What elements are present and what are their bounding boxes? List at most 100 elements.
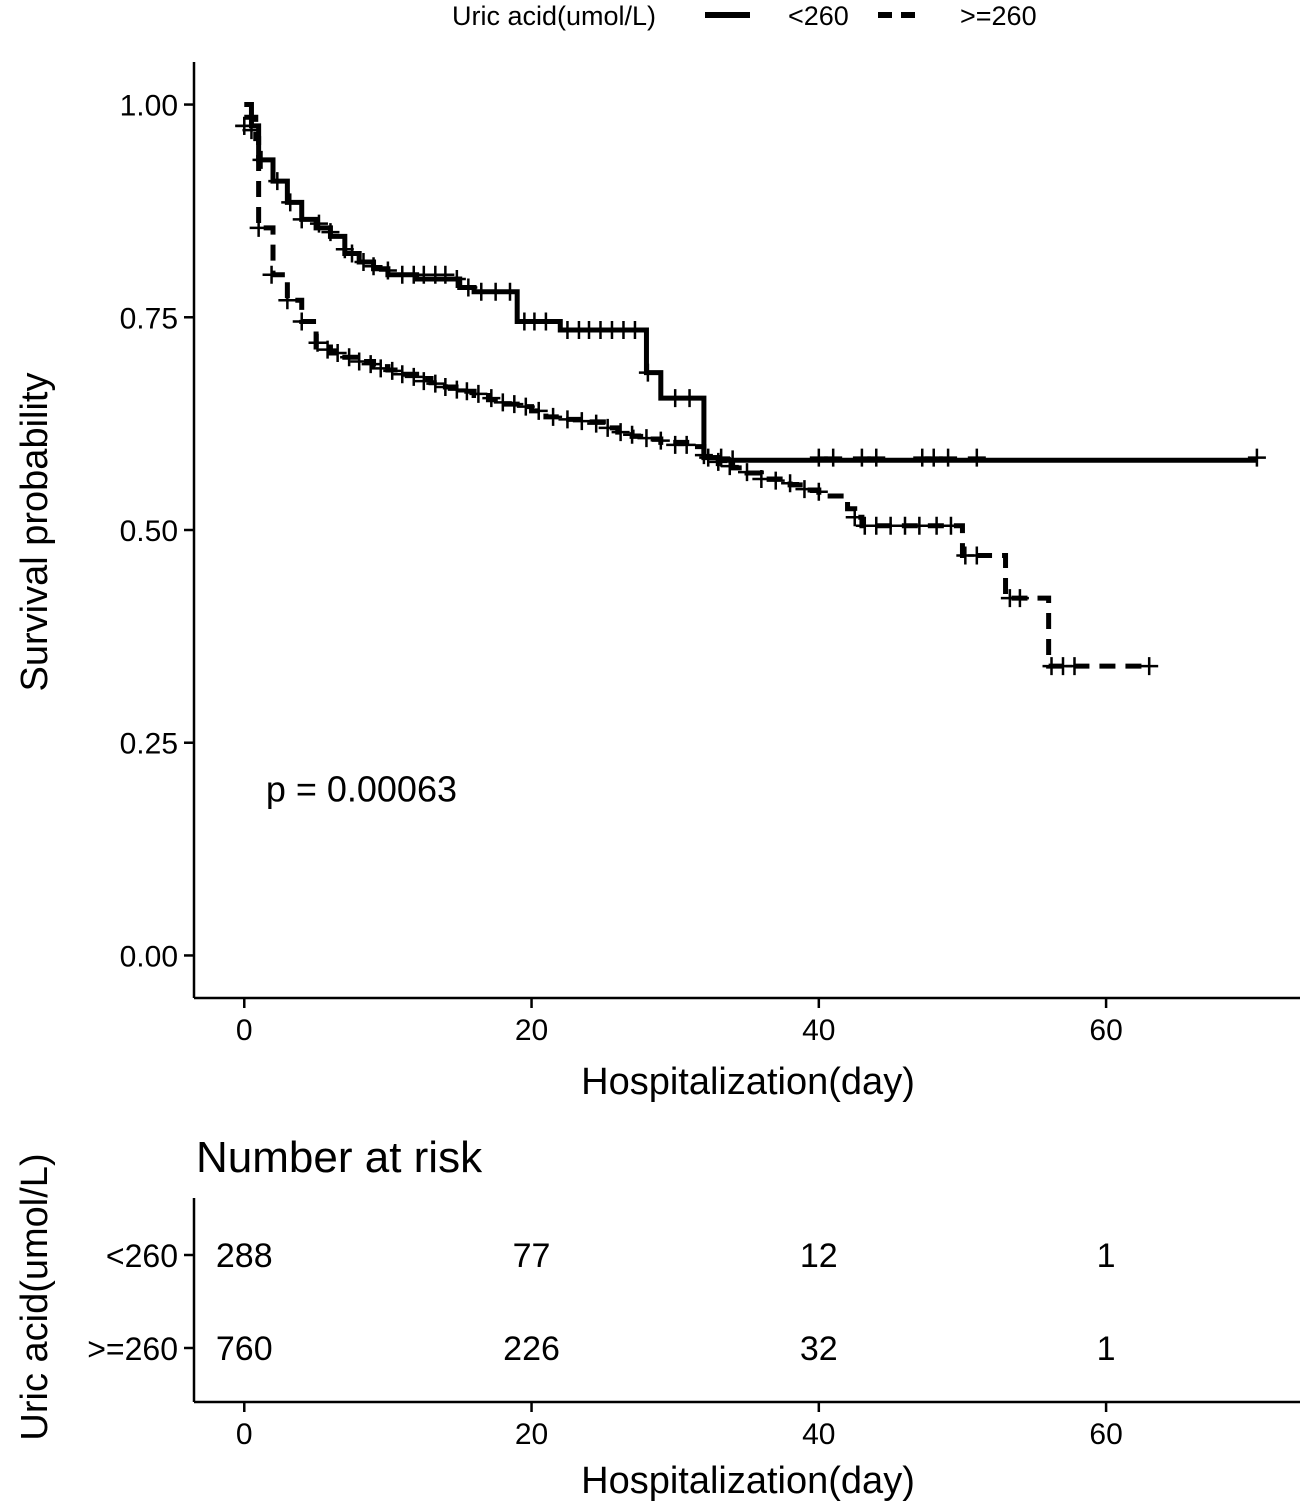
censor-mark-ge260 bbox=[809, 482, 828, 501]
censor-mark-ge260 bbox=[598, 418, 617, 437]
risk-table: Number at risk <260 288 77 12 1 >=260 760 226 32… bbox=[14, 1133, 1300, 1502]
censor-mark-ge260 bbox=[249, 218, 268, 237]
censor-mark-ge260 bbox=[795, 480, 814, 499]
censor-mark-ge260 bbox=[235, 116, 254, 135]
censor-mark-ge260 bbox=[752, 469, 771, 488]
censor-mark-ge260 bbox=[404, 367, 423, 386]
censor-mark-lt260 bbox=[625, 321, 644, 340]
censor-mark-ge260 bbox=[910, 516, 929, 535]
censor-mark-ge260 bbox=[447, 380, 466, 399]
censor-mark-ge260 bbox=[340, 348, 359, 367]
censor-mark-lt260 bbox=[343, 244, 361, 263]
y-tick-label: 0.75 bbox=[120, 302, 178, 335]
censor-mark-lt260 bbox=[354, 252, 373, 271]
censor-mark-lt260 bbox=[536, 312, 555, 331]
censor-mark-ge260 bbox=[350, 352, 369, 371]
censor-mark-lt260 bbox=[268, 172, 287, 191]
censor-mark-lt260 bbox=[638, 363, 657, 382]
risk-count: 288 bbox=[216, 1237, 273, 1275]
risk-count: 77 bbox=[513, 1237, 551, 1275]
censor-mark-ge260 bbox=[941, 516, 960, 535]
risk-table-x-ticks: 0 20 40 60 bbox=[236, 1402, 1123, 1451]
risk-count: 1 bbox=[1097, 1237, 1116, 1275]
y-tick-label: 0.00 bbox=[120, 940, 178, 973]
censor-mark-lt260 bbox=[447, 269, 466, 288]
censor-mark-ge260 bbox=[505, 395, 524, 414]
risk-row-label: <260 bbox=[106, 1238, 178, 1274]
risk-count: 226 bbox=[503, 1330, 560, 1368]
censor-mark-ge260 bbox=[845, 508, 864, 527]
censor-mark-ge260 bbox=[469, 384, 488, 403]
survival-curve-lt260 bbox=[244, 102, 1257, 463]
censor-mark-lt260 bbox=[867, 448, 886, 467]
risk-x-tick-label: 60 bbox=[1089, 1418, 1122, 1451]
legend-title: Uric acid(umol/L) bbox=[452, 1, 656, 31]
legend-label-lt260: <260 bbox=[788, 1, 849, 31]
censor-mark-ge260 bbox=[308, 333, 327, 352]
censor-mark-ge260 bbox=[587, 414, 606, 433]
censor-mark-ge260 bbox=[426, 374, 445, 393]
y-tick-label: 1.00 bbox=[120, 90, 178, 123]
legend: Uric acid(umol/L) <260 >=260 bbox=[452, 1, 1037, 31]
censor-mark-ge260 bbox=[383, 361, 402, 380]
risk-x-tick-label: 20 bbox=[515, 1418, 548, 1451]
censor-mark-ge260 bbox=[558, 410, 577, 429]
censor-mark-ge260 bbox=[766, 471, 785, 490]
survival-plot: 0.00 0.25 0.50 0.75 1.00 0 20 40 60 p = 0.00063… bbox=[14, 62, 1300, 1103]
risk-count: 760 bbox=[216, 1330, 273, 1368]
censor-mark-ge260 bbox=[544, 407, 563, 426]
censor-mark-ge260 bbox=[623, 425, 642, 444]
censor-mark-ge260 bbox=[677, 435, 696, 454]
censor-mark-lt260 bbox=[281, 193, 300, 212]
series-layer bbox=[235, 102, 1266, 676]
censor-mark-ge260 bbox=[1140, 657, 1159, 676]
risk-count: 1 bbox=[1097, 1330, 1116, 1368]
risk-table-y-title: Uric acid(umol/L) bbox=[14, 1153, 56, 1440]
risk-row-label: >=260 bbox=[87, 1331, 178, 1367]
survival-curve-ge260 bbox=[244, 114, 1150, 669]
censor-mark-ge260 bbox=[328, 344, 347, 363]
censor-mark-ge260 bbox=[482, 389, 501, 408]
x-tick-label: 40 bbox=[802, 1014, 835, 1047]
x-tick-label: 0 bbox=[236, 1014, 253, 1047]
censor-mark-ge260 bbox=[361, 355, 380, 374]
censor-mark-lt260 bbox=[501, 282, 519, 301]
censor-mark-lt260 bbox=[252, 150, 271, 169]
risk-count: 12 bbox=[800, 1237, 838, 1275]
y-tick-label: 0.25 bbox=[120, 728, 178, 761]
p-value-annotation: p = 0.00063 bbox=[266, 769, 457, 810]
risk-table-rows: <260 288 77 12 1 >=260 760 226 32 1 bbox=[87, 1237, 1115, 1368]
censor-mark-lt260 bbox=[292, 210, 311, 229]
censor-mark-lt260 bbox=[824, 448, 843, 467]
censor-mark-ge260 bbox=[516, 397, 535, 416]
x-axis-title: Hospitalization(day) bbox=[581, 1061, 915, 1103]
censor-mark-lt260 bbox=[939, 448, 958, 467]
censor-mark-ge260 bbox=[457, 382, 476, 401]
censor-mark-ge260 bbox=[637, 429, 656, 448]
censor-mark-ge260 bbox=[493, 393, 512, 412]
censor-mark-lt260 bbox=[309, 214, 328, 233]
censor-mark-ge260 bbox=[278, 291, 297, 310]
risk-x-tick-label: 40 bbox=[802, 1418, 835, 1451]
y-axis-ticks: 0.00 0.25 0.50 0.75 1.00 bbox=[120, 90, 194, 973]
risk-count: 32 bbox=[800, 1330, 838, 1368]
censor-mark-ge260 bbox=[781, 474, 800, 493]
censor-mark-ge260 bbox=[1010, 589, 1029, 608]
y-tick-label: 0.50 bbox=[120, 515, 178, 548]
censor-mark-ge260 bbox=[738, 463, 756, 482]
risk-table-title: Number at risk bbox=[196, 1133, 483, 1182]
censor-mark-lt260 bbox=[459, 278, 478, 297]
x-tick-label: 60 bbox=[1089, 1014, 1122, 1047]
x-tick-label: 20 bbox=[515, 1014, 548, 1047]
censor-mark-lt260 bbox=[1247, 448, 1266, 467]
censor-mark-ge260 bbox=[967, 546, 986, 565]
censor-mark-lt260 bbox=[364, 257, 383, 276]
risk-table-x-title: Hospitalization(day) bbox=[581, 1460, 915, 1502]
censor-mark-ge260 bbox=[651, 431, 670, 450]
y-axis-title: Survival probability bbox=[14, 373, 56, 692]
censor-mark-ge260 bbox=[262, 265, 281, 284]
censor-mark-ge260 bbox=[318, 340, 337, 359]
censor-mark-ge260 bbox=[371, 359, 390, 378]
legend-label-ge260: >=260 bbox=[960, 1, 1037, 31]
